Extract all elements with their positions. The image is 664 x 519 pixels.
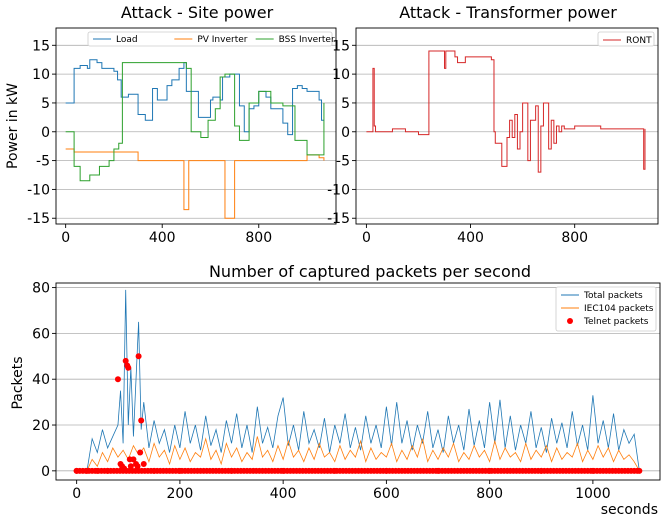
telnet-point — [104, 467, 111, 474]
plot-frame — [355, 27, 659, 225]
legend-marker — [567, 318, 573, 324]
panel-transformer-power: Attack - Transformer power -15 -10 -5 0 5 10 1… — [327, 3, 659, 246]
y-tick-label: 80 — [32, 281, 50, 297]
y-tick-label: -15 — [327, 211, 350, 227]
panel-site-power: Attack - Site power Power in kW -15 -10 -5… — [5, 3, 337, 246]
series-line-0 — [76, 289, 640, 472]
y-tick-label: -10 — [327, 182, 350, 198]
y-tick-label: -5 — [36, 154, 50, 170]
series-line-0 — [65, 59, 324, 136]
series-area — [73, 289, 643, 474]
panel-site-power-plot: -15 -10 -5 0 5 10 15 0 400 800 Load PV Inverter BSS … — [27, 27, 337, 246]
telnet-point — [94, 467, 101, 474]
legend-label: Load — [116, 35, 138, 45]
telnet-point — [127, 463, 134, 470]
x-tick-label: 400 — [270, 486, 297, 502]
telnet-point — [280, 467, 287, 474]
panel-site-power-ylabel: Power in kW — [5, 83, 21, 169]
panel-packets-xlabel: seconds — [601, 502, 658, 518]
series-area — [65, 59, 325, 219]
telnet-point — [73, 467, 80, 474]
y-tick-label: 0 — [41, 125, 50, 141]
plot-frame — [55, 282, 661, 481]
telnet-point — [134, 463, 141, 470]
telnet-point — [140, 460, 147, 467]
panel-transformer-power-plot: -15 -10 -5 0 5 10 15 0 400 800 RONT — [327, 27, 659, 246]
telnet-point — [589, 467, 596, 474]
telnet-point — [130, 456, 137, 463]
legend-label: BSS Inverter — [279, 35, 335, 45]
y-tick-label: 10 — [32, 67, 50, 83]
series-line-1 — [65, 148, 325, 219]
y-tick-label: -10 — [27, 182, 50, 198]
x-tick-label: 0 — [72, 486, 81, 502]
panel-site-power-title: Attack - Site power — [121, 3, 274, 22]
telnet-point — [83, 467, 90, 474]
telnet-point — [331, 467, 338, 474]
x-tick-label: 200 — [167, 486, 194, 502]
legend-box — [597, 31, 655, 47]
panel-transformer-power-title: Attack - Transformer power — [399, 3, 617, 22]
legend-label: RONT — [626, 36, 652, 46]
legend-label: PV Inverter — [197, 35, 247, 45]
telnet-point — [135, 353, 142, 360]
y-tick-label: 60 — [32, 326, 50, 342]
x-tick-label: 0 — [61, 230, 70, 246]
telnet-point — [538, 467, 545, 474]
legend: Total packets IEC104 packets Telnet packet… — [555, 286, 657, 332]
y-tick-label: 15 — [32, 38, 50, 54]
y-tick-label: 20 — [32, 418, 50, 434]
telnet-point — [138, 417, 145, 424]
telnet-point — [125, 364, 132, 371]
telnet-point — [435, 467, 442, 474]
telnet-point — [486, 467, 493, 474]
plot-frame — [55, 27, 337, 225]
telnet-point — [176, 467, 183, 474]
x-tick-label: 600 — [373, 486, 400, 502]
legend-label: Total packets — [583, 291, 643, 301]
y-tick-label: -5 — [336, 154, 350, 170]
y-tick-label: 0 — [41, 464, 50, 480]
series-line-0 — [366, 50, 646, 173]
x-tick-label: 400 — [457, 230, 484, 246]
telnet-point — [121, 465, 128, 472]
legend: Load PV Inverter BSS Inverter — [87, 31, 335, 47]
series-area — [366, 50, 646, 173]
series-line-2 — [65, 62, 325, 182]
legend-box — [555, 286, 657, 332]
y-tick-label: 5 — [41, 96, 50, 112]
x-tick-label: 1000 — [575, 486, 611, 502]
panel-packets-title: Number of captured packets per second — [209, 262, 531, 281]
legend: RONT — [597, 31, 655, 47]
panel-packets: Number of captured packets per second Pa… — [10, 262, 661, 518]
x-tick-label: 0 — [362, 230, 371, 246]
telnet-point — [137, 449, 144, 456]
telnet-point — [122, 357, 129, 364]
series-line-1 — [76, 436, 640, 472]
y-tick-label: -15 — [27, 211, 50, 227]
telnet-point — [636, 467, 643, 474]
telnet-point — [383, 467, 390, 474]
x-tick-label: 800 — [245, 230, 272, 246]
x-tick-label: 400 — [149, 230, 176, 246]
telnet-point — [151, 467, 158, 474]
x-tick-label: 800 — [476, 486, 503, 502]
telnet-point — [114, 376, 121, 383]
telnet-point — [228, 467, 235, 474]
y-tick-label: 15 — [332, 38, 350, 54]
y-tick-label: 40 — [32, 372, 50, 388]
panel-packets-ylabel: Packets — [10, 356, 26, 409]
legend-label: Telnet packets — [583, 317, 649, 327]
y-tick-label: 5 — [341, 96, 350, 112]
x-tick-label: 800 — [561, 230, 588, 246]
y-tick-label: 10 — [332, 67, 350, 83]
legend-box — [87, 31, 333, 47]
legend-label: IEC104 packets — [584, 304, 654, 314]
y-tick-label: 0 — [341, 125, 350, 141]
